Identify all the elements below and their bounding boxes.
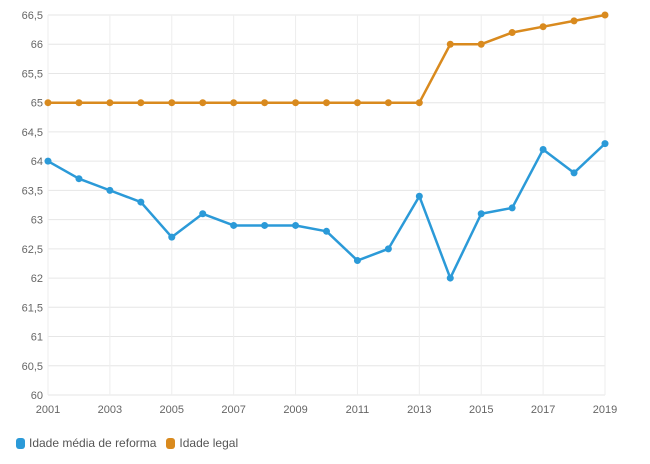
data-point[interactable] xyxy=(539,145,547,153)
data-point[interactable] xyxy=(601,140,609,148)
x-tick-label: 2001 xyxy=(36,404,60,416)
data-point[interactable] xyxy=(446,274,454,282)
x-tick-label: 2009 xyxy=(283,404,307,416)
data-point[interactable] xyxy=(168,233,176,241)
legend-label: Idade legal xyxy=(179,436,239,450)
data-point[interactable] xyxy=(230,99,238,107)
x-tick-label: 2013 xyxy=(407,404,431,416)
data-point[interactable] xyxy=(353,99,361,107)
data-point[interactable] xyxy=(323,99,330,107)
data-point[interactable] xyxy=(106,186,114,194)
data-point[interactable] xyxy=(508,204,516,212)
y-tick-label: 65,5 xyxy=(22,68,43,80)
data-point[interactable] xyxy=(353,257,361,265)
data-point[interactable] xyxy=(539,23,547,31)
data-point[interactable] xyxy=(75,175,83,183)
series-line-0 xyxy=(47,142,606,280)
y-tick-label: 66,5 xyxy=(22,10,43,22)
data-point[interactable] xyxy=(323,227,330,235)
data-point[interactable] xyxy=(106,99,114,107)
data-point[interactable] xyxy=(601,11,609,19)
legend-swatch-icon xyxy=(166,437,176,449)
y-tick-label: 60 xyxy=(31,390,43,402)
y-tick-label: 61,5 xyxy=(22,302,43,314)
y-tick-label: 63,5 xyxy=(22,185,43,197)
data-point[interactable] xyxy=(477,40,485,48)
y-axis-tick-labels: 60 60,5 61 61,5 62 62,5 63 63,5 64 64,5 65 65,5 66 66… xyxy=(22,10,43,402)
y-tick-label: 64,5 xyxy=(22,127,43,139)
data-point[interactable] xyxy=(384,99,392,107)
data-point[interactable] xyxy=(292,99,300,107)
x-tick-label: 2015 xyxy=(469,404,493,416)
y-tick-label: 65 xyxy=(31,98,43,110)
x-tick-label: 2007 xyxy=(221,404,245,416)
data-point[interactable] xyxy=(168,99,176,107)
y-tick-label: 62 xyxy=(31,273,43,285)
legend-item-series-1[interactable]: Idade legal xyxy=(166,436,238,450)
data-point[interactable] xyxy=(44,99,52,107)
data-point[interactable] xyxy=(44,157,52,165)
data-point[interactable] xyxy=(446,40,454,48)
data-point[interactable] xyxy=(261,99,269,107)
data-point[interactable] xyxy=(75,99,83,107)
series-line-1 xyxy=(48,13,606,104)
data-point[interactable] xyxy=(415,192,423,200)
data-point[interactable] xyxy=(137,99,145,107)
y-tick-label: 63 xyxy=(31,215,43,227)
x-tick-label: 2003 xyxy=(98,404,122,416)
y-tick-label: 66 xyxy=(31,39,43,51)
legend: Idade média de reforma Idade legal xyxy=(16,436,238,450)
x-axis-tick-labels: 2001 2003 2005 2007 2009 2011 2013 2015 2017 2019 xyxy=(36,404,617,416)
x-tick-label: 2011 xyxy=(346,404,370,416)
data-point[interactable] xyxy=(570,17,578,25)
data-point[interactable] xyxy=(570,169,578,177)
x-tick-label: 2005 xyxy=(160,404,184,416)
x-tick-label: 2019 xyxy=(593,404,617,416)
x-tick-label: 2017 xyxy=(531,404,555,416)
y-tick-label: 60,5 xyxy=(22,361,43,373)
y-tick-label: 61 xyxy=(31,332,43,344)
data-point[interactable] xyxy=(199,210,207,218)
y-tick-label: 64 xyxy=(31,156,43,168)
data-point[interactable] xyxy=(230,221,238,229)
series-lines xyxy=(44,11,609,282)
legend-swatch-icon xyxy=(16,437,25,449)
y-tick-label: 62,5 xyxy=(22,244,43,256)
legend-label: Idade média de reforma xyxy=(29,436,157,450)
data-point[interactable] xyxy=(261,221,269,229)
legend-item-series-0[interactable]: Idade média de reforma xyxy=(16,436,156,450)
data-point[interactable] xyxy=(199,99,207,107)
data-point[interactable] xyxy=(137,198,145,206)
data-point[interactable] xyxy=(415,99,423,107)
data-point[interactable] xyxy=(477,210,485,218)
data-point[interactable] xyxy=(384,245,392,253)
grid-lines xyxy=(47,14,606,396)
data-point[interactable] xyxy=(508,29,516,37)
data-point[interactable] xyxy=(292,221,300,229)
